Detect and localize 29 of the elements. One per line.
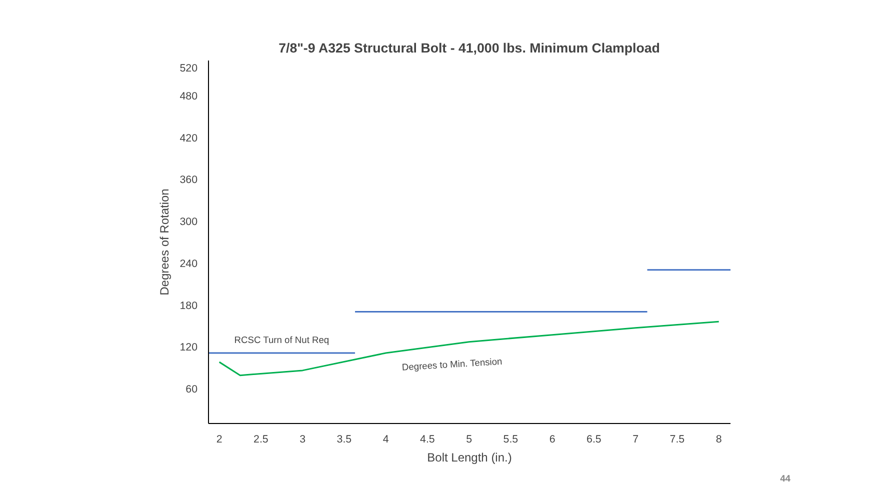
y-tick-label: 360 <box>180 174 198 186</box>
y-tick-label: 240 <box>180 258 198 270</box>
y-axis-title: Degrees of Rotation <box>158 188 172 296</box>
x-tick-label: 8 <box>716 434 722 446</box>
x-tick-label: 3 <box>300 434 306 446</box>
x-tick-label: 5.5 <box>503 434 518 446</box>
x-tick-label: 4 <box>382 434 389 446</box>
x-tick-label: 2 <box>216 434 222 446</box>
text: 44 <box>780 474 792 484</box>
y-tick-label: 300 <box>180 216 198 228</box>
chart-title: 7/8"-9 A325 Structural Bolt - 41,000 lbs. Minimum Clampload <box>278 40 660 56</box>
y-tick-label: 60 <box>186 384 198 396</box>
x-tick-label: 5 <box>466 434 472 446</box>
y-tick-label: 180 <box>180 300 198 312</box>
series-label: RCSC Turn of Nut Req <box>234 334 330 345</box>
y-tick-label: 120 <box>180 342 198 354</box>
line-series <box>218 320 720 376</box>
y-tick-label: 420 <box>180 132 198 144</box>
series-label: Degrees to Min. Tension <box>402 356 502 372</box>
x-tick-label: 6 <box>549 434 556 446</box>
x-tick-label: 7.5 <box>670 434 685 446</box>
x-axis-title: Bolt Length (in.) <box>427 450 512 464</box>
x-tick-label: 3.5 <box>336 434 352 446</box>
x-tick-label: 6.5 <box>586 434 602 446</box>
y-tick-label: 520 <box>180 62 198 74</box>
x-tick-label: 2.5 <box>254 434 268 446</box>
x-tick-label: 7 <box>632 434 639 446</box>
y-tick-label: 480 <box>180 90 198 102</box>
x-tick-label: 4.5 <box>420 434 435 446</box>
